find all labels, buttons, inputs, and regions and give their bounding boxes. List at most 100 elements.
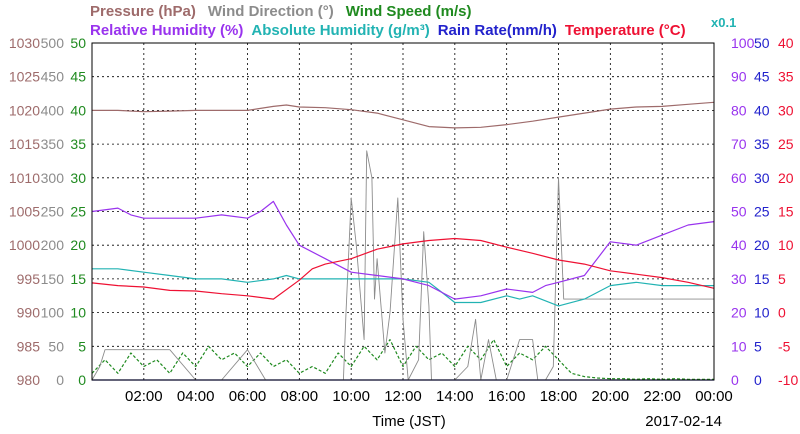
legend-entry: Pressure (hPa) xyxy=(90,3,196,20)
tick-label-wind-direction: 350 xyxy=(41,136,65,152)
tick-label-wind-direction: 100 xyxy=(41,305,65,321)
series-line-wind-speed xyxy=(91,339,714,380)
x-tick-label: 10:00 xyxy=(332,388,370,405)
legend-entry: Wind Speed (m/s) xyxy=(346,3,472,20)
tick-label-rain-rate: 50 xyxy=(754,35,770,51)
x-tick-label: 20:00 xyxy=(592,388,630,405)
tick-label-pressure: 1015 xyxy=(9,136,40,152)
tick-label-temperature: 35 xyxy=(778,69,794,85)
tick-label-wind-speed: 30 xyxy=(70,170,86,186)
legend-entry: Absolute Humidity (g/m³) xyxy=(251,22,429,39)
tick-label-pressure: 1000 xyxy=(9,237,40,253)
tick-label-temperature: 40 xyxy=(778,35,794,51)
x-tick-label: 02:00 xyxy=(125,388,163,405)
legend: Pressure (hPa) Wind Direction (°) Wind Spe… xyxy=(90,3,736,39)
tick-label-humidity: 0 xyxy=(731,372,739,388)
tick-label-wind-speed: 35 xyxy=(70,136,86,152)
tick-label-pressure: 980 xyxy=(17,372,41,388)
tick-label-rain-rate: 40 xyxy=(754,102,770,118)
tick-label-rain-rate: 0 xyxy=(754,372,762,388)
axis-labels: 9809859909951000100510101015102010251030… xyxy=(9,35,799,388)
legend-entry: Rain Rate(mm/h) xyxy=(438,22,557,39)
tick-label-temperature: 25 xyxy=(778,136,794,152)
series-line-pressure xyxy=(92,101,715,129)
tick-label-wind-direction: 200 xyxy=(41,237,65,253)
tick-label-pressure: 1010 xyxy=(9,170,40,186)
legend-entry: Relative Humidity (%) xyxy=(90,22,243,39)
x-tick-label: 22:00 xyxy=(643,388,681,405)
tick-label-pressure: 995 xyxy=(17,271,41,287)
tick-label-wind-speed: 40 xyxy=(70,102,86,118)
tick-label-temperature: 5 xyxy=(778,271,786,287)
series-line-temperature xyxy=(91,237,715,300)
legend-scale-note: x0.1 xyxy=(711,15,736,30)
tick-label-wind-direction: 50 xyxy=(48,338,64,354)
tick-label-wind-direction: 0 xyxy=(56,372,64,388)
tick-label-pressure: 990 xyxy=(17,305,41,321)
tick-label-wind-speed: 5 xyxy=(78,338,86,354)
series-line-wind-direction xyxy=(91,150,714,381)
tick-label-humidity: 10 xyxy=(731,338,747,354)
date-label: 2017-02-14 xyxy=(645,413,722,430)
tick-label-wind-direction: 450 xyxy=(41,69,65,85)
tick-label-temperature: 20 xyxy=(778,170,794,186)
tick-label-wind-speed: 15 xyxy=(70,271,86,287)
tick-label-humidity: 80 xyxy=(731,102,747,118)
tick-label-pressure: 1025 xyxy=(9,69,40,85)
tick-label-pressure: 1005 xyxy=(9,204,40,220)
tick-label-wind-direction: 500 xyxy=(41,35,65,51)
tick-label-wind-speed: 45 xyxy=(70,69,86,85)
tick-label-rain-rate: 5 xyxy=(754,338,762,354)
tick-label-humidity: 20 xyxy=(731,305,747,321)
tick-label-wind-speed: 0 xyxy=(78,372,86,388)
plot-frame xyxy=(91,42,715,381)
tick-label-humidity: 100 xyxy=(731,35,755,51)
tick-label-temperature: -5 xyxy=(778,338,791,354)
tick-label-temperature: 15 xyxy=(778,204,794,220)
tick-label-rain-rate: 10 xyxy=(754,305,770,321)
tick-label-wind-direction: 250 xyxy=(41,204,65,220)
tick-label-pressure: 985 xyxy=(17,338,41,354)
x-tick-label: 18:00 xyxy=(540,388,578,405)
x-tick-label: 14:00 xyxy=(436,388,474,405)
tick-label-rain-rate: 25 xyxy=(754,204,770,220)
tick-label-rain-rate: 45 xyxy=(754,69,770,85)
tick-label-temperature: 0 xyxy=(778,305,786,321)
x-tick-label: 06:00 xyxy=(229,388,267,405)
tick-label-pressure: 1030 xyxy=(9,35,40,51)
x-tick-label: 00:00 xyxy=(695,388,733,405)
tick-label-wind-speed: 25 xyxy=(70,204,86,220)
x-tick-label: 08:00 xyxy=(281,388,319,405)
x-axis-label: Time (JST) xyxy=(372,413,446,430)
tick-label-rain-rate: 15 xyxy=(754,271,770,287)
tick-label-wind-speed: 50 xyxy=(70,35,86,51)
x-tick-label: 04:00 xyxy=(177,388,215,405)
x-tick-labels: 02:00 04:00 06:00 08:00 10:00 12:00 14:00 16:00… xyxy=(125,388,733,405)
tick-label-wind-direction: 300 xyxy=(41,170,65,186)
tick-label-humidity: 70 xyxy=(731,136,747,152)
tick-label-temperature: -10 xyxy=(778,372,798,388)
series-line-humidity xyxy=(92,268,714,307)
tick-label-rain-rate: 20 xyxy=(754,237,770,253)
tick-label-wind-speed: 20 xyxy=(70,237,86,253)
tick-label-rain-rate: 35 xyxy=(754,136,770,152)
x-tick-label: 12:00 xyxy=(384,388,422,405)
tick-label-wind-speed: 10 xyxy=(70,305,86,321)
legend-entry: Wind Direction (°) xyxy=(208,3,334,20)
tick-label-temperature: 30 xyxy=(778,102,794,118)
tick-label-wind-direction: 150 xyxy=(41,271,65,287)
tick-label-rain-rate: 30 xyxy=(754,170,770,186)
tick-label-humidity: 90 xyxy=(731,69,747,85)
tick-label-pressure: 1020 xyxy=(9,102,40,118)
tick-label-wind-direction: 400 xyxy=(41,102,65,118)
tick-label-humidity: 30 xyxy=(731,271,747,287)
legend-entry: Temperature (°C) xyxy=(565,22,686,39)
tick-label-humidity: 50 xyxy=(731,204,747,220)
tick-label-humidity: 60 xyxy=(731,170,747,186)
series-line-humidity xyxy=(91,200,715,300)
tick-label-humidity: 40 xyxy=(731,237,747,253)
x-tick-label: 16:00 xyxy=(488,388,526,405)
tick-label-temperature: 10 xyxy=(778,237,794,253)
